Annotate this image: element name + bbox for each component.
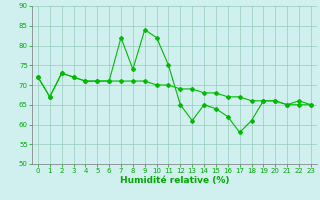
X-axis label: Humidité relative (%): Humidité relative (%): [120, 176, 229, 185]
